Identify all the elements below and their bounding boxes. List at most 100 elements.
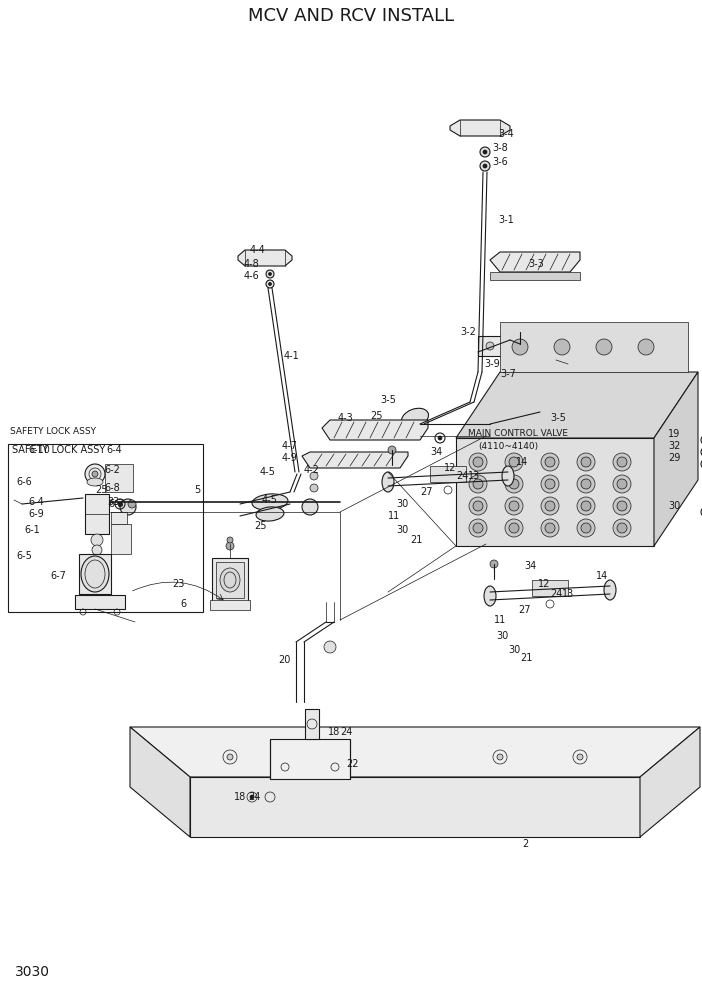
Text: 34: 34 <box>524 561 536 571</box>
Circle shape <box>577 475 595 493</box>
Text: 4-5: 4-5 <box>262 495 278 505</box>
Bar <box>111 524 131 554</box>
Text: 25: 25 <box>95 485 107 495</box>
Text: 6-3: 6-3 <box>108 499 124 509</box>
Text: 5: 5 <box>194 485 200 495</box>
Text: 23: 23 <box>172 579 185 589</box>
Text: 3-4: 3-4 <box>498 129 514 139</box>
Circle shape <box>473 501 483 511</box>
Bar <box>305 709 319 739</box>
Circle shape <box>581 479 591 489</box>
Circle shape <box>577 453 595 471</box>
Circle shape <box>638 339 654 355</box>
Text: 27: 27 <box>420 487 432 497</box>
Bar <box>105 464 133 492</box>
Circle shape <box>577 754 583 760</box>
Text: 30: 30 <box>668 501 680 511</box>
Text: 4-7: 4-7 <box>282 441 298 451</box>
Text: 30: 30 <box>508 645 520 655</box>
Polygon shape <box>456 438 654 546</box>
Ellipse shape <box>256 507 284 521</box>
Circle shape <box>438 436 442 440</box>
Circle shape <box>581 501 591 511</box>
Text: 2: 2 <box>522 839 528 849</box>
Circle shape <box>505 475 523 493</box>
Circle shape <box>91 534 103 546</box>
Bar <box>210 600 250 610</box>
Circle shape <box>554 339 570 355</box>
Text: 6-9: 6-9 <box>28 509 44 519</box>
Text: MCV AND RCV INSTALL: MCV AND RCV INSTALL <box>248 7 454 25</box>
Circle shape <box>473 523 483 533</box>
Text: 14: 14 <box>516 457 528 467</box>
Text: 24: 24 <box>550 589 562 599</box>
Text: 3-1: 3-1 <box>498 215 514 225</box>
Text: 3-5: 3-5 <box>380 395 396 405</box>
Circle shape <box>310 484 318 492</box>
Polygon shape <box>456 372 698 438</box>
Text: 4-9: 4-9 <box>282 453 298 463</box>
Circle shape <box>483 150 487 154</box>
Circle shape <box>545 501 555 511</box>
Text: 24: 24 <box>340 727 352 737</box>
Text: 25: 25 <box>370 411 383 421</box>
Text: 13: 13 <box>468 471 480 481</box>
Circle shape <box>545 523 555 533</box>
Circle shape <box>617 501 627 511</box>
Text: 18: 18 <box>234 792 246 802</box>
Circle shape <box>490 560 498 568</box>
Circle shape <box>128 500 136 508</box>
Text: 6-10: 6-10 <box>28 445 50 455</box>
Bar <box>111 512 127 524</box>
Polygon shape <box>238 250 292 266</box>
Circle shape <box>509 523 519 533</box>
Circle shape <box>227 537 233 543</box>
Circle shape <box>469 453 487 471</box>
Circle shape <box>613 475 631 493</box>
Text: 30: 30 <box>496 631 508 641</box>
Text: 6-7: 6-7 <box>50 571 66 581</box>
Circle shape <box>226 542 234 550</box>
Circle shape <box>388 446 396 454</box>
Text: 34: 34 <box>430 447 442 457</box>
Circle shape <box>512 339 528 355</box>
Circle shape <box>505 519 523 537</box>
Circle shape <box>541 453 559 471</box>
Text: 3-3: 3-3 <box>528 259 544 269</box>
Circle shape <box>473 479 483 489</box>
Bar <box>216 562 244 598</box>
Text: 6-4: 6-4 <box>106 445 121 455</box>
Circle shape <box>545 479 555 489</box>
Text: 4-1: 4-1 <box>284 351 300 361</box>
Text: 14: 14 <box>596 571 608 581</box>
Ellipse shape <box>87 478 103 486</box>
Text: 12: 12 <box>444 463 456 473</box>
Text: 20: 20 <box>278 655 291 665</box>
Circle shape <box>310 472 318 480</box>
Text: 13: 13 <box>562 589 574 599</box>
Text: 32: 32 <box>668 441 680 451</box>
Bar <box>75 595 125 609</box>
Ellipse shape <box>252 494 288 510</box>
Polygon shape <box>490 272 580 280</box>
Text: 3030: 3030 <box>15 965 50 979</box>
Circle shape <box>268 273 272 276</box>
Text: 4-6: 4-6 <box>244 271 260 281</box>
Circle shape <box>613 497 631 515</box>
Text: 25: 25 <box>254 521 267 531</box>
Circle shape <box>92 545 102 555</box>
Circle shape <box>480 161 490 171</box>
Bar <box>430 466 466 482</box>
Circle shape <box>85 464 105 484</box>
Text: 6-2: 6-2 <box>104 465 120 475</box>
Text: 6-4: 6-4 <box>28 497 44 507</box>
Circle shape <box>617 479 627 489</box>
Text: 4-2: 4-2 <box>304 465 320 475</box>
Text: 21: 21 <box>520 653 532 663</box>
Circle shape <box>227 754 233 760</box>
Circle shape <box>268 283 272 286</box>
Text: 24: 24 <box>456 471 468 481</box>
Text: 6-8: 6-8 <box>104 483 120 493</box>
Circle shape <box>92 471 98 477</box>
Ellipse shape <box>604 580 616 600</box>
